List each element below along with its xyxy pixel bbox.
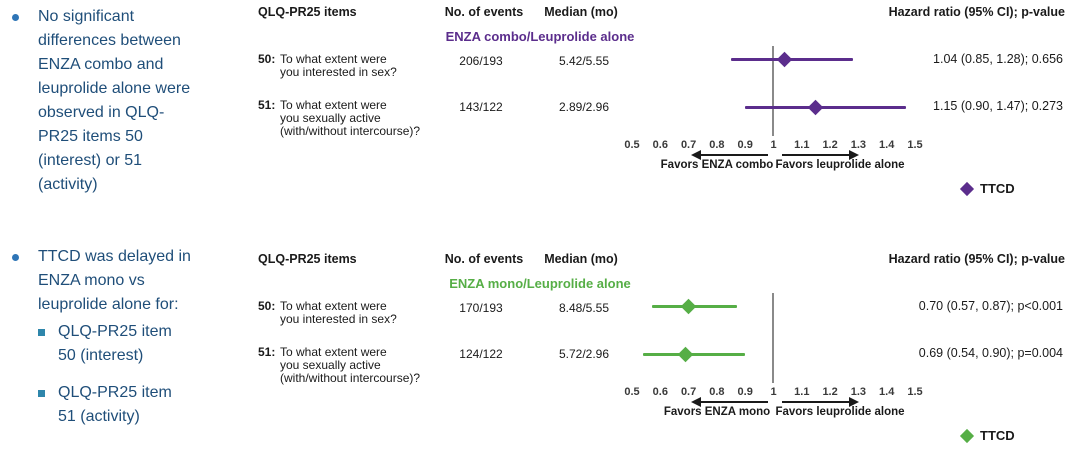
axis-tick-label: 1 [770,139,777,151]
diamond-icon [959,181,975,196]
hazard-ratio-diamond-icon [808,99,824,115]
favors-left-label: Favors ENZA combo [660,159,774,171]
axis-tick-label: 1.1 [794,386,810,398]
axis-tick-label: 0.8 [709,386,725,398]
reference-line [772,46,774,136]
median-value: 2.89/2.96 [558,100,610,114]
axis-tick-label: 0.8 [709,139,725,151]
comparison-subheader: ENZA combo/Leuprolide alone [445,29,635,44]
confidence-interval-line [643,352,746,356]
events-value: 124/122 [459,347,503,361]
axis-tick-label: 1.1 [794,139,810,151]
comparison-subheader: ENZA mono/Leuprolide alone [449,276,631,291]
axis-tick-label: 1.3 [850,139,867,151]
forest-plot: 0.5 0.6 0.7 0.8 0.9 1 1.1 1.2 1.3 1.4 1.5 [0,247,1080,452]
axis-tick-label: 1.2 [822,139,838,151]
bullet-text: No significant differences between ENZA … [38,8,191,193]
axis-tick-label: 0.5 [624,139,640,151]
median-value: 8.48/5.55 [558,301,610,315]
favors-right-label: Favors leuprolide alone [775,159,905,171]
axis-tick-label: 0.5 [624,386,640,398]
item-51-label: 51: To what extent were you sexually act… [258,346,448,385]
item-question: To what extent were you sexually active … [280,98,421,138]
favors-right-arrow [782,401,850,403]
axis-tick-label: 0.6 [652,386,668,398]
sub-bullet-item: QLQ-PR25 item 50 (interest) [38,320,268,368]
ttcd-legend: TTCD [959,181,1015,196]
sub-bullet-text: QLQ-PR25 item 50 (interest) [58,323,172,364]
axis-tick-label: 0.9 [737,139,753,151]
axis-tick-label: 1.5 [907,386,923,398]
bullet-item: No significant differences between ENZA … [12,5,248,197]
hazard-ratio-diamond-icon [777,51,793,67]
item-50-label: 50: To what extent were you interested i… [258,53,448,79]
favors-right-arrow [782,154,850,156]
median-value: 5.42/5.55 [558,54,610,68]
forest-plot: 0.5 0.6 0.7 0.8 0.9 1 1.1 1.2 1.3 1.4 1.5 [0,0,1080,205]
sub-bullet-text: QLQ-PR25 item 51 (activity) [58,384,172,425]
axis-tick-label: 0.9 [737,386,753,398]
diamond-icon [959,428,975,443]
bullet-dot-icon [12,254,19,261]
bullet-square-icon [38,329,45,336]
item-51-label: 51: To what extent were you sexually act… [258,99,448,138]
favors-right-label: Favors leuprolide alone [775,406,905,418]
axis-tick-label: 0.7 [680,139,697,151]
axis-tick-label: 0.7 [680,386,697,398]
column-header-hazard-ratio: Hazard ratio (95% CI); p-value [888,5,1065,19]
hazard-ratio-diamond-icon [680,298,697,314]
column-header-items: QLQ-PR25 items [258,5,357,19]
forest-panel-enza-combo: QLQ-PR25 items No. of events Median (mo)… [0,0,1080,205]
column-header-items: QLQ-PR25 items [258,252,357,266]
confidence-interval-line [745,105,907,109]
ttcd-legend: TTCD [959,428,1015,443]
column-header-events: No. of events [444,252,524,266]
axis-tick-label: 1 [770,386,777,398]
favors-left-arrow [700,154,768,156]
hazard-ratio-value: 0.70 (0.57, 0.87); p<0.001 [918,299,1063,313]
axis-tick-label: 0.6 [652,139,668,151]
item-number: 51: [258,98,276,112]
favors-left-arrowhead-icon [691,397,701,407]
bullet-item: TTCD was delayed in ENZA mono vs leuprol… [12,245,248,317]
events-value: 206/193 [459,54,503,68]
axis-tick-label: 1.4 [879,386,895,398]
median-value: 5.72/2.96 [558,347,610,361]
forest-panel-enza-mono: QLQ-PR25 items No. of events Median (mo)… [0,247,1080,452]
column-header-median: Median (mo) [544,5,618,19]
legend-label: TTCD [980,428,1015,443]
item-number: 50: [258,52,276,66]
bullet-square-icon [38,390,45,397]
bullet-text: TTCD was delayed in ENZA mono vs leuprol… [38,248,191,313]
item-question: To what extent were you interested in se… [280,299,397,326]
item-question: To what extent were you interested in se… [280,52,397,79]
column-header-hazard-ratio: Hazard ratio (95% CI); p-value [888,252,1065,266]
item-number: 50: [258,299,276,313]
favors-right-arrowhead-icon [849,397,859,407]
favors-right-arrowhead-icon [849,150,859,160]
favors-left-arrowhead-icon [691,150,701,160]
favors-left-arrow [700,401,768,403]
events-value: 170/193 [459,301,503,315]
axis-tick-label: 1.2 [822,386,838,398]
axis-tick-label: 1.4 [879,139,895,151]
axis-tick-label: 1.3 [850,386,867,398]
item-50-label: 50: To what extent were you interested i… [258,300,448,326]
sub-bullet-item: QLQ-PR25 item 51 (activity) [38,381,268,429]
reference-line [772,293,774,383]
axis-tick-label: 1.5 [907,139,923,151]
favors-left-label: Favors ENZA mono [663,406,771,418]
hazard-ratio-diamond-icon [677,346,694,362]
item-question: To what extent were you sexually active … [280,345,421,385]
column-header-median: Median (mo) [544,252,618,266]
events-value: 143/122 [459,100,503,114]
bullet-dot-icon [12,14,19,21]
hazard-ratio-value: 1.04 (0.85, 1.28); 0.656 [933,52,1063,66]
hazard-ratio-value: 1.15 (0.90, 1.47); 0.273 [933,99,1063,113]
item-number: 51: [258,345,276,359]
column-header-events: No. of events [444,5,524,19]
hazard-ratio-value: 0.69 (0.54, 0.90); p=0.004 [918,346,1063,360]
legend-label: TTCD [980,181,1015,196]
